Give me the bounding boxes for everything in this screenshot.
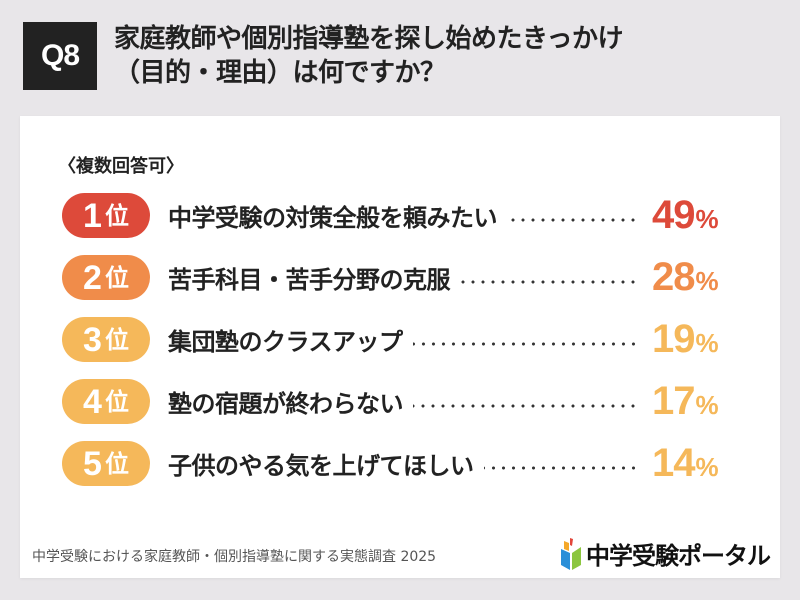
reason-label: 集団塾のクラスアップ bbox=[168, 328, 403, 356]
ranking-row: 3 位 集団塾のクラスアップ 19 % bbox=[62, 317, 752, 362]
rank-badge: 2 位 bbox=[62, 255, 150, 300]
rank-number: 5 bbox=[83, 444, 102, 483]
percent-sign: % bbox=[695, 266, 719, 296]
reason-label: 子供のやる気を上げてほしい bbox=[168, 452, 474, 480]
rank-suffix: 位 bbox=[104, 325, 129, 354]
question-title-line2: （目的・理由）は何ですか？ bbox=[114, 58, 446, 88]
percentage: 17 % bbox=[652, 379, 752, 424]
percent-sign: % bbox=[695, 328, 719, 358]
book-icon bbox=[561, 537, 581, 570]
dotted-leader bbox=[413, 403, 638, 408]
percentage-value: 19 bbox=[652, 317, 695, 361]
rank-number: 2 bbox=[83, 258, 102, 297]
rank-suffix: 位 bbox=[104, 263, 129, 292]
percent-sign: % bbox=[695, 452, 719, 482]
reason-label: 中学受験の対策全般を頼みたい bbox=[168, 204, 498, 232]
ranking-row: 1 位 中学受験の対策全般を頼みたい 49 % bbox=[62, 193, 752, 238]
rank-badge: 1 位 bbox=[62, 193, 150, 238]
reason-label: 塾の宿題が終わらない bbox=[168, 390, 404, 418]
reason-label: 苦手科目・苦手分野の克服 bbox=[168, 266, 451, 294]
percentage: 14 % bbox=[652, 441, 752, 486]
rank-badge: 4 位 bbox=[62, 379, 150, 424]
percentage: 19 % bbox=[652, 317, 752, 362]
percentage: 49 % bbox=[652, 193, 752, 238]
percent-sign: % bbox=[695, 390, 719, 420]
percentage-value: 17 bbox=[652, 379, 695, 423]
rank-suffix: 位 bbox=[104, 201, 129, 230]
percentage: 28 % bbox=[652, 255, 752, 300]
rank-number: 3 bbox=[83, 320, 102, 359]
rank-number: 4 bbox=[83, 382, 102, 421]
ranking-row: 2 位 苦手科目・苦手分野の克服 28 % bbox=[62, 255, 752, 300]
results-card: 〈複数回答可〉 1 位 中学受験の対策全般を頼みたい 49 % 2 位 苦手科目… bbox=[20, 116, 780, 578]
rank-suffix: 位 bbox=[104, 449, 129, 478]
question-title-line1: 家庭教師や個別指導塾を探し始めたきっかけ bbox=[114, 24, 623, 54]
percentage-value: 49 bbox=[652, 193, 695, 237]
rank-suffix: 位 bbox=[104, 387, 129, 416]
ranking-row: 5 位 子供のやる気を上げてほしい 14 % bbox=[62, 441, 752, 486]
ranking-list: 1 位 中学受験の対策全般を頼みたい 49 % 2 位 苦手科目・苦手分野の克服… bbox=[62, 193, 752, 503]
rank-badge: 5 位 bbox=[62, 441, 150, 486]
dotted-leader bbox=[507, 217, 638, 222]
rank-badge: 3 位 bbox=[62, 317, 150, 362]
rank-number: 1 bbox=[83, 196, 102, 235]
survey-source: 中学受験における家庭教師・個別指導塾に関する実態調査 2025 bbox=[32, 549, 437, 565]
brand-logo: 中学受験ポータル bbox=[560, 536, 771, 571]
multiple-answer-note: 〈複数回答可〉 bbox=[58, 156, 184, 177]
dotted-leader bbox=[483, 465, 638, 470]
ranking-row: 4 位 塾の宿題が終わらない 17 % bbox=[62, 379, 752, 424]
dotted-leader bbox=[412, 341, 638, 346]
percentage-value: 28 bbox=[652, 255, 695, 299]
question-title: 家庭教師や個別指導塾を探し始めたきっかけ （目的・理由）は何ですか？ bbox=[114, 22, 623, 90]
brand-name: 中学受験ポータル bbox=[586, 542, 771, 570]
question-number-badge: Q8 bbox=[23, 22, 97, 90]
percentage-value: 14 bbox=[652, 441, 695, 485]
percent-sign: % bbox=[695, 204, 719, 234]
dotted-leader bbox=[460, 279, 638, 284]
